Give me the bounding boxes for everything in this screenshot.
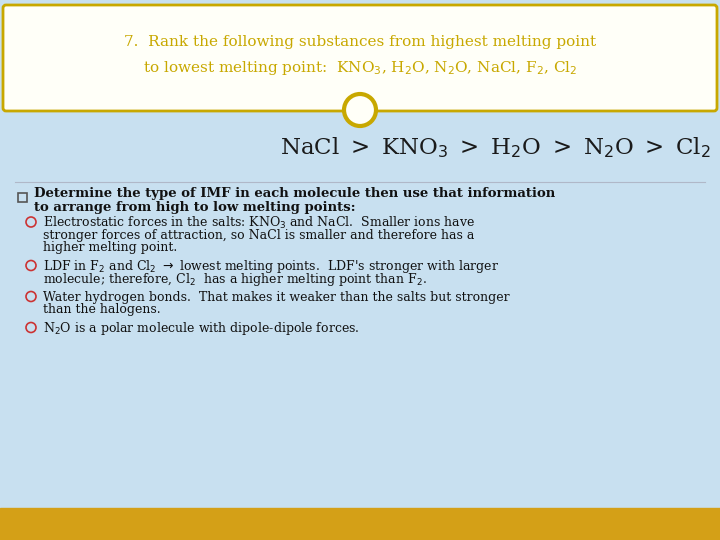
Bar — [0, 108, 720, 508]
Text: 7.  Rank the following substances from highest melting point: 7. Rank the following substances from hi… — [124, 35, 596, 49]
FancyBboxPatch shape — [3, 5, 717, 111]
Text: Electrostatic forces in the salts: KNO$_3$ and NaCl.  Smaller ions have: Electrostatic forces in the salts: KNO$_… — [43, 215, 475, 231]
Text: Determine the type of IMF in each molecule then use that information: Determine the type of IMF in each molecu… — [34, 186, 555, 199]
Text: N$_2$O is a polar molecule with dipole-dipole forces.: N$_2$O is a polar molecule with dipole-d… — [43, 320, 359, 337]
Text: higher melting point.: higher melting point. — [43, 241, 177, 254]
Text: stronger forces of attraction, so NaCl is smaller and therefore has a: stronger forces of attraction, so NaCl i… — [43, 229, 474, 242]
Text: to lowest melting point:  KNO$_3$, H$_2$O, N$_2$O, NaCl, F$_2$, Cl$_2$: to lowest melting point: KNO$_3$, H$_2$O… — [143, 59, 577, 77]
Text: to arrange from high to low melting points:: to arrange from high to low melting poin… — [34, 200, 356, 213]
Text: NaCl $>$ KNO$_3$ $>$ H$_2$O $>$ N$_2$O $>$ Cl$_2$ $>$ F$_2$: NaCl $>$ KNO$_3$ $>$ H$_2$O $>$ N$_2$O $… — [280, 136, 720, 160]
Text: Water hydrogen bonds.  That makes it weaker than the salts but stronger: Water hydrogen bonds. That makes it weak… — [43, 291, 510, 304]
Text: LDF in F$_2$ and Cl$_2$ $\rightarrow$ lowest melting points.  LDF's stronger wit: LDF in F$_2$ and Cl$_2$ $\rightarrow$ lo… — [43, 258, 499, 275]
Circle shape — [344, 94, 376, 126]
Bar — [18, 193, 27, 202]
Text: molecule; therefore, Cl$_2$  has a higher melting point than F$_2$.: molecule; therefore, Cl$_2$ has a higher… — [43, 271, 427, 287]
Bar — [0, 508, 720, 540]
Text: than the halogens.: than the halogens. — [43, 303, 161, 316]
